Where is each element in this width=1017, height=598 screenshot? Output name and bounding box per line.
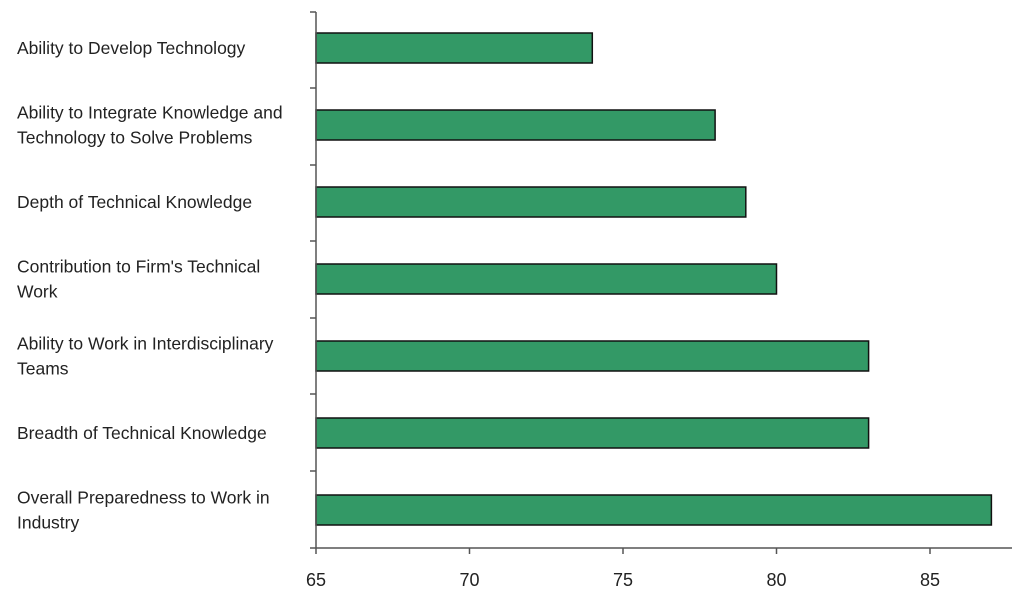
bar bbox=[315, 417, 870, 449]
category-label: Breadth of Technical Knowledge bbox=[17, 423, 267, 443]
category-label-line: Work bbox=[17, 282, 58, 302]
x-tick-label: 80 bbox=[766, 570, 786, 590]
x-tick-label: 65 bbox=[306, 570, 326, 590]
x-tick-label: 75 bbox=[613, 570, 633, 590]
axes: 65 70 75 80 85 bbox=[306, 11, 1012, 590]
category-label: Ability to Work in Interdisciplinary Team… bbox=[17, 334, 274, 379]
category-label: Overall Preparedness to Work in Industry bbox=[17, 488, 270, 533]
x-tick-label: 85 bbox=[920, 570, 940, 590]
category-label: Ability to Develop Technology bbox=[17, 38, 246, 58]
bar bbox=[315, 32, 594, 64]
category-label-line: Overall Preparedness to Work in bbox=[17, 488, 270, 508]
bar bbox=[315, 109, 716, 141]
category-label-line: Industry bbox=[17, 513, 79, 533]
category-label-line: Ability to Develop Technology bbox=[17, 38, 246, 58]
category-label: Depth of Technical Knowledge bbox=[17, 192, 252, 212]
x-tick-label: 70 bbox=[459, 570, 479, 590]
bar bbox=[315, 263, 778, 295]
category-label: Contribution to Firm's Technical Work bbox=[17, 257, 260, 302]
bar bbox=[315, 186, 747, 218]
category-label-line: Teams bbox=[17, 359, 69, 379]
bars-layer bbox=[315, 32, 993, 526]
category-label-line: Depth of Technical Knowledge bbox=[17, 192, 252, 212]
category-label: Ability to Integrate Knowledge and Techno… bbox=[17, 103, 283, 148]
category-label-line: Ability to Integrate Knowledge and bbox=[17, 103, 283, 123]
bar bbox=[315, 494, 993, 526]
bar bbox=[315, 340, 870, 372]
category-label-line: Technology to Solve Problems bbox=[17, 128, 253, 148]
category-label-line: Ability to Work in Interdisciplinary bbox=[17, 334, 274, 354]
category-label-line: Contribution to Firm's Technical bbox=[17, 257, 260, 277]
category-labels: Ability to Develop Technology Ability to … bbox=[17, 38, 283, 533]
category-label-line: Breadth of Technical Knowledge bbox=[17, 423, 267, 443]
